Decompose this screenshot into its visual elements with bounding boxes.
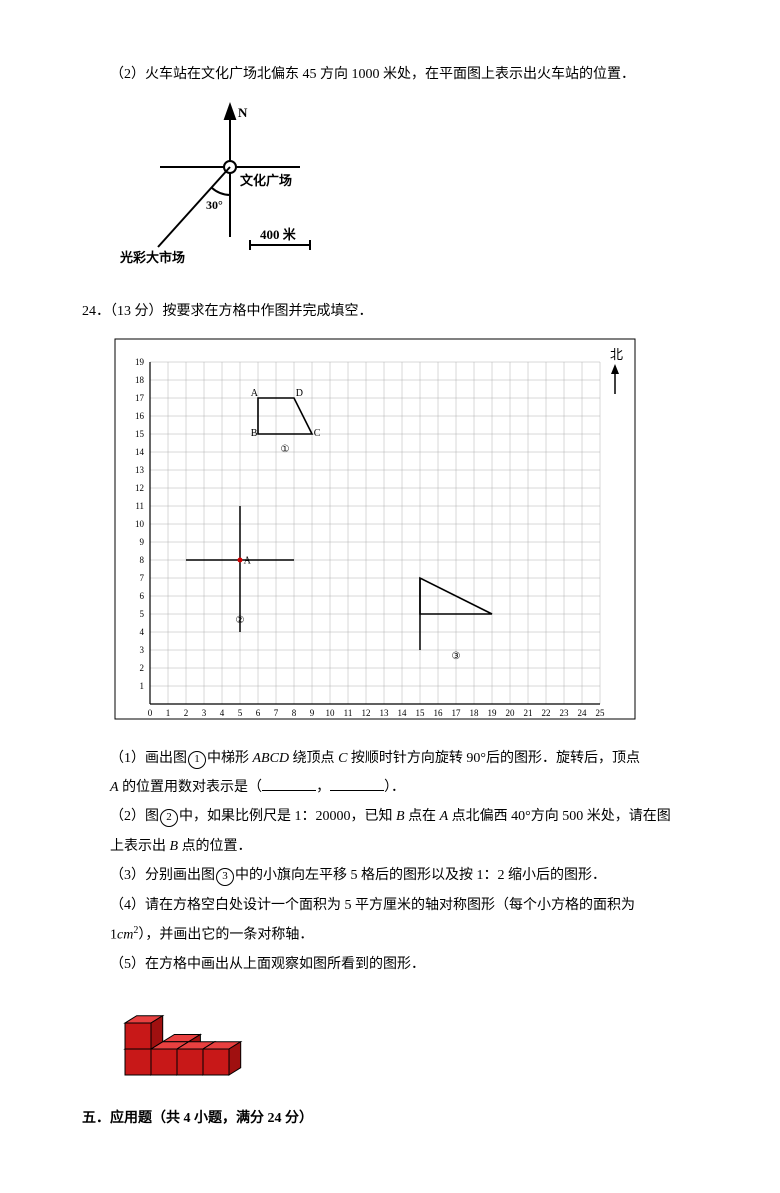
svg-text:B: B (251, 428, 258, 439)
svg-text:13: 13 (380, 708, 390, 718)
center-label: 文化广场 (240, 173, 292, 188)
svg-text:9: 9 (140, 537, 145, 547)
svg-text:9: 9 (310, 708, 315, 718)
svg-text:17: 17 (452, 708, 462, 718)
svg-text:A: A (251, 388, 259, 399)
svg-text:8: 8 (140, 555, 145, 565)
svg-text:18: 18 (135, 375, 145, 385)
svg-text:12: 12 (362, 708, 371, 718)
svg-text:14: 14 (398, 708, 408, 718)
circled-3: 3 (216, 868, 234, 886)
svg-text:21: 21 (524, 708, 533, 718)
blank-2[interactable] (330, 776, 384, 791)
q24-p4: （4）请在方格空白处设计一个面积为 5 平方厘米的轴对称图形（每个小方格的面积为… (110, 891, 680, 950)
svg-text:19: 19 (135, 357, 145, 367)
svg-text:10: 10 (135, 519, 145, 529)
q24-p2: （2）图2中，如果比例尺是 1：20000，已知 B 点在 A 点北偏西 40°… (110, 802, 680, 861)
q23-part2-text: （2）火车站在文化广场北偏东 45 方向 1000 米处，在平面图上表示出火车站… (110, 60, 680, 89)
svg-text:20: 20 (506, 708, 516, 718)
svg-text:6: 6 (140, 591, 145, 601)
svg-text:25: 25 (596, 708, 606, 718)
svg-text:24: 24 (578, 708, 588, 718)
svg-text:10: 10 (326, 708, 336, 718)
svg-text:11: 11 (135, 501, 144, 511)
north-label: N (238, 105, 248, 120)
svg-text:2: 2 (184, 708, 189, 718)
market-label: 光彩大市场 (119, 250, 185, 265)
svg-text:A: A (244, 556, 252, 567)
svg-text:17: 17 (135, 393, 145, 403)
svg-text:2: 2 (140, 663, 145, 673)
q24-p1: （1）画出图1中梯形 ABCD 绕顶点 C 按顺时针方向旋转 90°后的图形．旋… (110, 744, 680, 773)
section5-heading: 五．应用题（共 4 小题，满分 24 分） (82, 1104, 680, 1133)
circled-2: 2 (160, 809, 178, 827)
svg-text:18: 18 (470, 708, 480, 718)
blank-1[interactable] (262, 776, 316, 791)
q24-p3: （3）分别画出图3中的小旗向左平移 5 格后的图形以及按 1：2 缩小后的图形． (110, 861, 680, 890)
q24-grid-figure: 北012345678910111213141516171819202122232… (110, 334, 680, 735)
svg-text:15: 15 (416, 708, 426, 718)
svg-text:8: 8 (292, 708, 297, 718)
svg-text:12: 12 (135, 483, 144, 493)
svg-text:0: 0 (148, 708, 153, 718)
cubes-figure (110, 987, 680, 1093)
svg-text:7: 7 (140, 573, 145, 583)
svg-text:D: D (296, 388, 303, 399)
q23-figure: N 文化广场 30° 400 米 光彩大市场 (110, 97, 680, 288)
svg-text:15: 15 (135, 429, 145, 439)
svg-text:5: 5 (140, 609, 145, 619)
circled-1: 1 (188, 751, 206, 769)
svg-text:北: 北 (610, 347, 623, 362)
svg-text:6: 6 (256, 708, 261, 718)
scale-label: 400 米 (260, 227, 297, 242)
svg-text:1: 1 (166, 708, 171, 718)
svg-text:22: 22 (542, 708, 551, 718)
svg-text:3: 3 (140, 645, 145, 655)
svg-text:16: 16 (434, 708, 444, 718)
svg-text:②: ② (236, 615, 245, 626)
angle-label: 30° (206, 198, 223, 212)
svg-text:③: ③ (452, 651, 461, 662)
svg-text:3: 3 (202, 708, 207, 718)
svg-text:4: 4 (140, 627, 145, 637)
svg-text:16: 16 (135, 411, 145, 421)
svg-text:5: 5 (238, 708, 243, 718)
svg-text:13: 13 (135, 465, 145, 475)
svg-text:14: 14 (135, 447, 145, 457)
svg-text:11: 11 (344, 708, 353, 718)
svg-text:4: 4 (220, 708, 225, 718)
svg-text:19: 19 (488, 708, 498, 718)
svg-text:C: C (314, 428, 321, 439)
svg-text:23: 23 (560, 708, 570, 718)
svg-text:7: 7 (274, 708, 279, 718)
svg-text:①: ① (281, 444, 290, 455)
q24-p1b: A 的位置用数对表示是（，）． (110, 773, 680, 802)
q24-header: 24．（13 分）按要求在方格中作图并完成填空． (82, 297, 680, 326)
q24-p5: （5）在方格中画出从上面观察如图所看到的图形． (110, 950, 680, 979)
svg-text:1: 1 (140, 681, 145, 691)
